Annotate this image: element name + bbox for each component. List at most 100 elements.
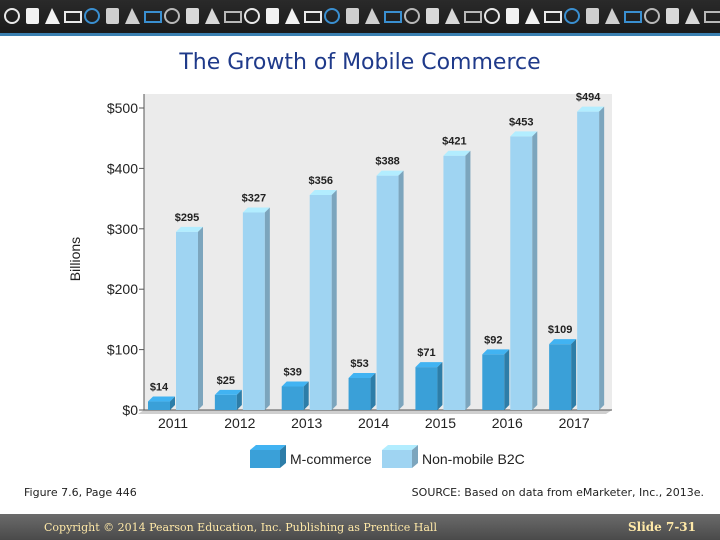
slide-number: Slide 7-31 [627, 520, 696, 534]
bar-nonmobile-side [398, 170, 404, 410]
x-tick-label: 2017 [559, 415, 590, 431]
banner-icon [224, 11, 242, 23]
banner-icon [45, 8, 60, 24]
data-label-nonmobile: $494 [576, 92, 601, 104]
bar-mcommerce [482, 354, 505, 410]
banner-icon [426, 8, 439, 24]
bar-mcommerce-side [370, 372, 376, 410]
y-tick-label: $500 [107, 100, 138, 116]
plot-floor [138, 410, 612, 414]
bar-mcommerce-side [236, 389, 242, 410]
copyright-text: Copyright © 2014 Pearson Education, Inc.… [44, 521, 437, 534]
data-label-nonmobile: $327 [242, 192, 266, 204]
legend-swatch-nonmobile [382, 450, 412, 468]
banner-icon [404, 8, 420, 24]
banner-icon [244, 8, 260, 24]
data-label-mcommerce: $53 [350, 358, 368, 370]
banner-icon [285, 8, 300, 24]
y-tick-label: $100 [107, 342, 138, 358]
data-label-mcommerce: $25 [217, 375, 235, 387]
banner-icon [666, 8, 679, 24]
banner-icon [484, 8, 500, 24]
bar-nonmobile [176, 231, 198, 410]
bar-mcommerce [148, 401, 170, 410]
bar-nonmobile-side [264, 207, 270, 410]
data-label-mcommerce: $92 [484, 334, 502, 346]
bar-mcommerce [549, 344, 572, 410]
banner-icon [205, 8, 220, 24]
banner-icons [4, 8, 720, 24]
bar-nonmobile [577, 111, 600, 411]
banner-icon [64, 11, 82, 23]
bar-nonmobile [242, 212, 265, 410]
legend-label-mcommerce: M-commerce [290, 451, 372, 467]
banner-icon [544, 11, 562, 23]
icon-banner [0, 0, 720, 36]
banner-icon [586, 8, 599, 24]
bar-mcommerce-top [415, 362, 443, 368]
banner-icon [564, 8, 580, 24]
x-tick-label: 2015 [425, 415, 456, 431]
x-tick-label: 2012 [224, 415, 255, 431]
bar-mcommerce-side [170, 396, 175, 410]
bar-nonmobile-top [443, 150, 471, 156]
bar-nonmobile-top [376, 170, 404, 176]
data-label-mcommerce: $39 [284, 366, 302, 378]
banner-icon [304, 11, 322, 23]
bar-nonmobile-top [176, 226, 203, 232]
bar-nonmobile-side [532, 131, 538, 410]
banner-icon [266, 8, 279, 24]
legend-label-nonmobile: Non-mobile B2C [422, 451, 525, 467]
data-label-nonmobile: $453 [509, 116, 533, 128]
bar-nonmobile-side [331, 189, 337, 410]
bar-mcommerce-top [348, 372, 376, 378]
y-tick-label: $200 [107, 281, 138, 297]
legend-swatch-mcommerce [250, 450, 280, 468]
bar-mcommerce [415, 367, 438, 410]
bar-nonmobile [510, 136, 533, 410]
bar-mcommerce-top [148, 396, 175, 402]
bar-nonmobile-side [465, 150, 471, 410]
bar-nonmobile-top [510, 131, 538, 137]
banner-icon [346, 8, 359, 24]
slide-title: The Growth of Mobile Commerce [179, 50, 541, 75]
banner-icon [84, 8, 100, 24]
banner-icon [644, 8, 660, 24]
bar-nonmobile-top [242, 207, 270, 213]
bar-mcommerce-top [214, 389, 242, 395]
legend-swatch-mcommerce-side [280, 445, 286, 468]
data-label-nonmobile: $356 [308, 175, 332, 187]
banner-icon [164, 8, 180, 24]
bar-mcommerce-side [504, 349, 510, 410]
bar-mcommerce [281, 386, 304, 410]
bar-nonmobile-side [198, 226, 203, 410]
bar-mcommerce [214, 394, 237, 410]
banner-icon [4, 8, 20, 24]
bar-nonmobile [309, 194, 332, 410]
bar-mcommerce-side [437, 362, 443, 410]
banner-icon [106, 8, 119, 24]
bar-nonmobile-top [309, 189, 337, 195]
legend-swatch-nonmobile-side [412, 445, 418, 468]
banner-icon [144, 11, 162, 23]
banner-icon [704, 11, 720, 23]
banner-icon [26, 8, 39, 24]
bar-mcommerce-side [303, 381, 309, 410]
banner-icon [445, 8, 460, 24]
bar-mcommerce-side [571, 339, 577, 410]
bar-mcommerce [348, 377, 371, 410]
banner-icon [525, 8, 540, 24]
bar-nonmobile [443, 155, 466, 410]
x-tick-label: 2014 [358, 415, 389, 431]
banner-icon [685, 8, 700, 24]
banner-icon [324, 8, 340, 24]
banner-icon [624, 11, 642, 23]
bar-chart: $0 $100 $200 $300 $400 $500 Billions $14 $295 201… [67, 92, 612, 468]
bar-nonmobile-top [577, 106, 605, 112]
data-label-nonmobile: $295 [175, 212, 199, 224]
bar-nonmobile [376, 175, 399, 410]
x-tick-label: 2016 [492, 415, 523, 431]
banner-icon [125, 8, 140, 24]
source-caption: SOURCE: Based on data from eMarketer, In… [411, 486, 704, 499]
bar-mcommerce-top [281, 381, 309, 387]
